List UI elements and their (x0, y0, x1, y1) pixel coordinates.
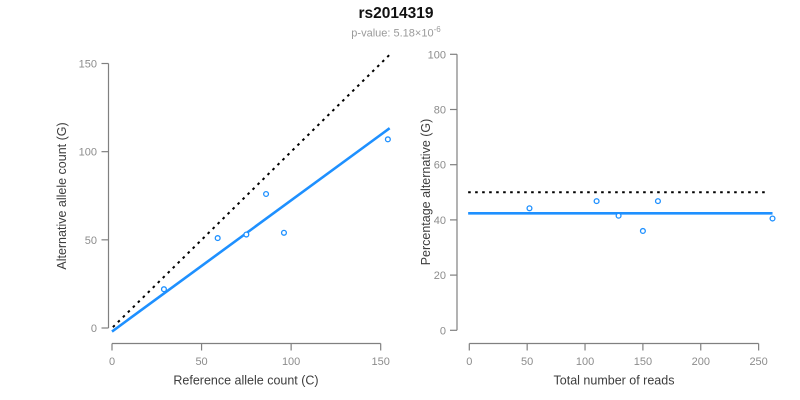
identity-line (112, 53, 391, 328)
y-tick-label: 50 (85, 235, 97, 247)
y-tick-label: 20 (434, 270, 446, 282)
y-axis-title: Percentage alternative (G) (419, 119, 433, 266)
fit-line (111, 127, 391, 333)
data-point (160, 286, 167, 293)
x-tick-label: 200 (692, 356, 710, 368)
data-point (769, 215, 776, 222)
x-tick-label: 50 (521, 356, 533, 368)
data-point (384, 136, 391, 143)
data-point (526, 205, 533, 212)
y-tick-label: 40 (434, 215, 446, 227)
x-tick-label: 0 (109, 356, 115, 368)
p-value-exponent: -6 (433, 25, 441, 34)
x-tick-label: 250 (749, 356, 767, 368)
y-tick-label: 150 (79, 59, 97, 71)
data-point (214, 235, 221, 242)
x-axis-title: Total number of reads (554, 374, 675, 388)
x-axis-title: Reference allele count (C) (173, 374, 318, 388)
data-point (263, 190, 270, 198)
left-plot: 0 50 100 150 0 50 100 150 Reference allele count… (55, 53, 391, 388)
y-tick-label: 0 (91, 323, 97, 335)
y-tick-label: 0 (440, 325, 446, 337)
plot-title: rs2014319 (358, 5, 434, 22)
x-tick-label: 0 (466, 356, 472, 368)
x-tick-label: 100 (282, 356, 300, 368)
plot-subtitle: p-value: 5.18×10-6 (0, 25, 792, 40)
p-value-text: p-value: 5.18×10 (351, 27, 434, 40)
data-point (280, 229, 288, 236)
y-tick-label: 100 (428, 49, 446, 61)
data-point (593, 198, 600, 205)
data-point (654, 198, 661, 205)
x-tick-label: 150 (634, 356, 652, 368)
y-tick-label: 60 (434, 160, 446, 172)
y-tick-label: 100 (79, 147, 97, 159)
y-tick-label: 80 (434, 105, 446, 117)
x-tick-label: 150 (372, 356, 390, 368)
y-axis-title: Alternative allele count (G) (55, 122, 69, 269)
right-plot: 0 20 40 60 80 100 0 50 100 150 200 250 Total number … (419, 49, 776, 388)
x-tick-label: 100 (576, 356, 594, 368)
data-point (615, 212, 622, 219)
data-point (243, 231, 250, 238)
x-tick-label: 50 (195, 356, 207, 368)
data-point (639, 227, 646, 234)
